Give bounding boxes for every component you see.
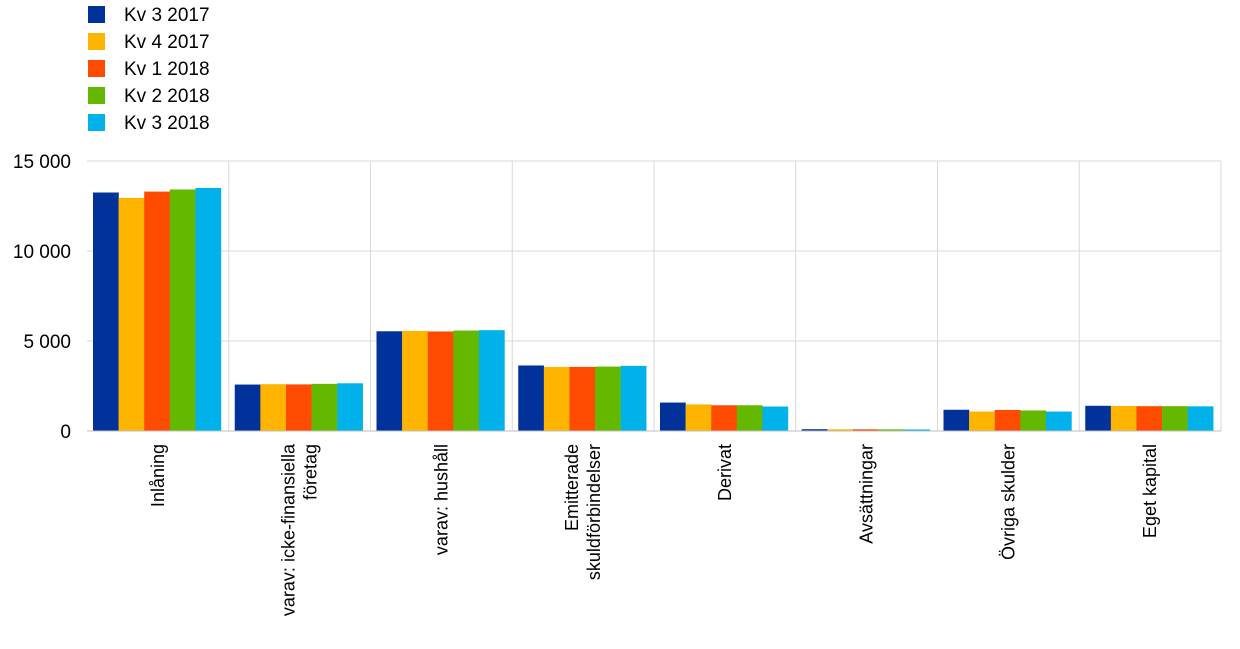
x-tick-label: Derivat — [715, 444, 735, 501]
bar — [195, 188, 222, 431]
bar — [427, 331, 454, 431]
y-tick-label: 15 000 — [13, 152, 71, 173]
bar — [453, 330, 480, 431]
bar — [736, 405, 763, 431]
bar — [376, 331, 403, 431]
legend-swatch — [88, 60, 105, 77]
bar — [1136, 406, 1163, 431]
x-tick-label: Inlåning — [148, 444, 168, 507]
bar — [543, 366, 570, 431]
bar — [311, 383, 338, 431]
legend-swatch — [88, 33, 105, 50]
bar — [943, 409, 970, 431]
x-tick-label: Emitterade skuldförbindelser — [562, 444, 604, 580]
bar — [1045, 411, 1072, 431]
bar — [762, 406, 789, 431]
y-tick-label: 0 — [60, 422, 71, 443]
bar — [852, 429, 879, 431]
bar — [169, 189, 196, 431]
x-tick-label: Eget kapital — [1140, 444, 1160, 538]
x-axis: Inlåning varav: icke-finansiella företag va… — [87, 430, 1221, 616]
bar — [478, 330, 505, 431]
bar — [620, 365, 647, 431]
x-tick-label-line: Inlåning — [148, 444, 168, 507]
legend-swatch — [88, 114, 105, 131]
legend-label: Kv 1 2018 — [124, 59, 210, 80]
x-tick-label-line: Övriga skulder — [998, 444, 1018, 560]
bar — [1187, 406, 1214, 431]
y-tick-label: 5 000 — [23, 332, 71, 353]
x-tick-label: varav: hushåll — [431, 444, 451, 555]
x-tick-label-line: varav: hushåll — [431, 444, 451, 555]
x-tick-label-line: Emitterade — [562, 444, 582, 531]
bar — [595, 366, 621, 431]
legend-label: Kv 3 2018 — [124, 113, 210, 134]
legend-label: Kv 3 2017 — [124, 5, 210, 26]
chart-bars — [93, 188, 1214, 431]
bar — [144, 191, 170, 431]
y-axis: 0 5 000 10 000 15 000 — [13, 152, 71, 443]
x-tick-label-line: Avsättningar — [857, 444, 877, 544]
x-tick-label: varav: icke-finansiella företag — [279, 443, 321, 616]
bar — [969, 411, 995, 431]
x-tick-label-line: skuldförbindelser — [584, 444, 604, 580]
bar — [337, 383, 363, 431]
bar — [904, 429, 930, 431]
bar — [1085, 405, 1112, 431]
bar — [878, 429, 905, 431]
x-tick-label-line: Eget kapital — [1140, 444, 1160, 538]
legend-swatch — [88, 87, 105, 104]
x-tick-label: Avsättningar — [857, 444, 877, 544]
bar — [994, 409, 1021, 431]
legend-label: Kv 2 2018 — [124, 86, 210, 107]
bar — [569, 366, 596, 431]
legend-swatch — [88, 6, 105, 23]
bar — [234, 384, 261, 431]
bar — [1162, 406, 1188, 431]
x-tick-label-line: Derivat — [715, 444, 735, 501]
bar — [118, 197, 145, 431]
bar — [1110, 405, 1137, 431]
bar — [685, 404, 712, 431]
x-tick-label-line: företag — [301, 444, 321, 500]
chart-legend: Kv 3 2017 Kv 4 2017 Kv 1 2018 Kv 2 2018 Kv 3… — [88, 5, 210, 134]
x-tick-label-line: varav: icke-finansiella — [279, 443, 299, 616]
bar — [1020, 410, 1047, 431]
bar — [402, 330, 428, 431]
bar — [801, 429, 828, 431]
bar — [711, 405, 737, 431]
chart-grid — [87, 160, 1222, 431]
legend-label: Kv 4 2017 — [124, 32, 210, 53]
bar — [260, 384, 287, 431]
x-tick-label: Övriga skulder — [998, 444, 1018, 560]
bar — [285, 384, 312, 431]
y-tick-label: 10 000 — [13, 242, 71, 263]
bar — [660, 402, 686, 431]
bar — [827, 429, 854, 431]
bar — [518, 365, 545, 431]
bar — [93, 192, 119, 431]
